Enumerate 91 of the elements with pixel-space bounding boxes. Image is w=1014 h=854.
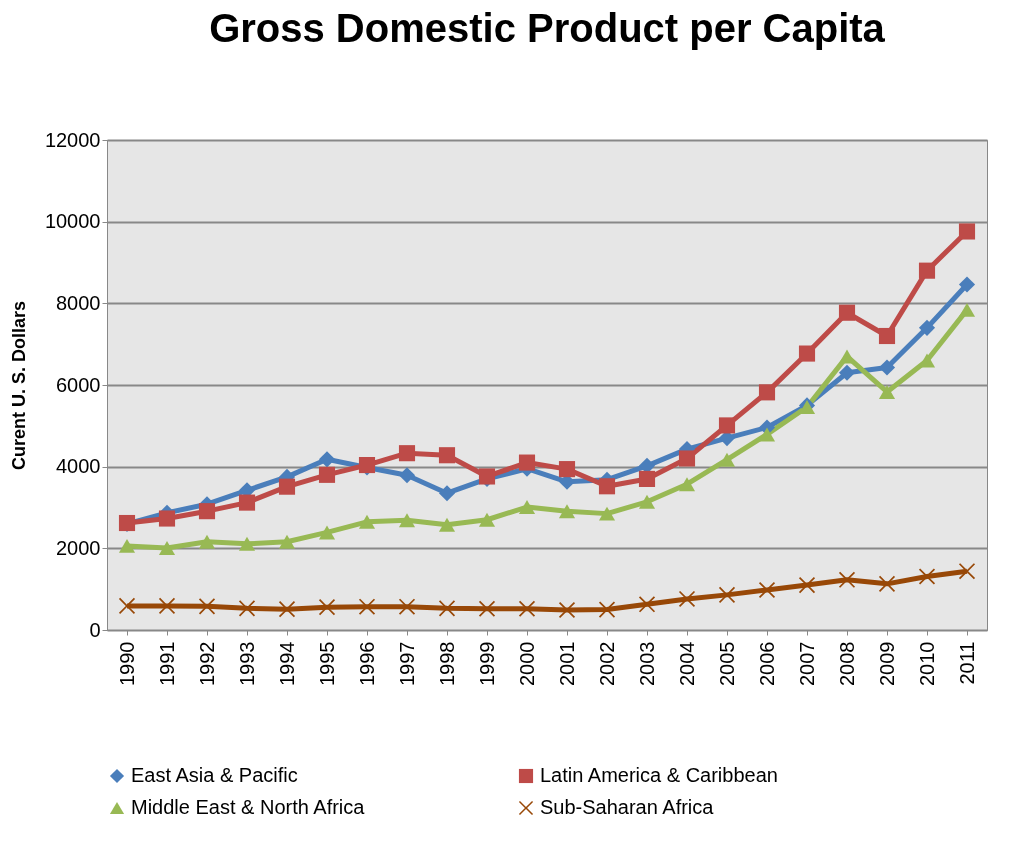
point: [758, 384, 776, 401]
legend-label: Latin America & Caribbean: [540, 764, 778, 786]
point: [798, 577, 816, 594]
point: [358, 514, 376, 529]
point: [318, 451, 336, 468]
x-tick-label: 1995: [315, 641, 338, 686]
x-tick-label: 2001: [555, 641, 578, 686]
point: [278, 534, 296, 549]
y-tick-label: 8000: [56, 291, 101, 314]
point: [118, 538, 136, 553]
point: [158, 510, 176, 527]
point: [718, 452, 736, 467]
point: [798, 345, 816, 362]
x-tick-label: 2008: [835, 641, 858, 686]
x-tick-label: 2003: [635, 641, 658, 686]
y-tick-label: 12000: [44, 128, 101, 151]
point: [678, 477, 696, 492]
point: [718, 586, 736, 603]
legend-label: East Asia & Pacific: [131, 764, 298, 786]
point: [718, 417, 736, 434]
x-tick-label: 1991: [155, 641, 178, 686]
point: [278, 478, 296, 495]
x-tick-label: 2006: [755, 641, 778, 686]
x-tick-label: 2005: [715, 641, 738, 686]
point: [438, 517, 456, 532]
x-tick-label: 1992: [195, 641, 218, 686]
point: [238, 536, 256, 551]
chart-title: Gross Domestic Product per Capita: [209, 6, 886, 50]
x-tick-label: 2000: [515, 641, 538, 686]
y-tick-label: 6000: [56, 373, 101, 396]
point: [318, 525, 336, 540]
point: [598, 506, 616, 521]
point: [398, 467, 416, 484]
x-tick-label: 1999: [475, 641, 498, 686]
point: [518, 454, 536, 471]
x-tick-label: 2004: [675, 641, 698, 686]
y-tick-label: 2000: [56, 536, 101, 559]
point: [958, 223, 976, 240]
point: [878, 384, 896, 399]
point: [558, 504, 576, 519]
point: [598, 478, 616, 495]
y-tick-label: 4000: [56, 455, 101, 478]
y-tick-label: 10000: [44, 210, 101, 233]
x-tick-label: 1996: [355, 641, 378, 686]
point: [638, 470, 656, 487]
point: [758, 427, 776, 442]
point: [958, 276, 976, 293]
point: [878, 575, 896, 592]
x-tick-label: 2009: [875, 641, 898, 686]
x-tick-label: 1993: [235, 641, 258, 686]
point: [678, 590, 696, 608]
point: [558, 461, 576, 478]
point: [398, 445, 416, 462]
y-tick-label: 0: [89, 618, 101, 641]
point: [758, 581, 776, 599]
point: [198, 534, 216, 549]
point: [958, 302, 976, 317]
point: [278, 601, 296, 618]
point: [398, 513, 416, 528]
x-tick-label: 2010: [915, 641, 938, 686]
point: [918, 319, 936, 336]
x-tick-label: 2002: [595, 641, 618, 686]
point: [838, 304, 856, 321]
point: [518, 500, 536, 515]
point: [318, 599, 336, 616]
point: [438, 485, 456, 502]
x-tick-label: 1990: [115, 641, 138, 686]
legend-label: Middle East & North Africa: [131, 796, 366, 818]
point: [638, 494, 656, 509]
point: [158, 540, 176, 555]
point: [438, 447, 456, 464]
point: [118, 597, 136, 614]
point: [478, 512, 496, 527]
x-tick-label: 2007: [795, 641, 818, 686]
point: [878, 327, 896, 345]
point: [318, 466, 336, 483]
point: [158, 597, 176, 614]
y-axis-title: Curent U. S. Dollars: [8, 300, 29, 471]
legend-label: Sub-Saharan Africa: [540, 796, 715, 818]
x-tick-label: 1998: [435, 641, 458, 686]
point: [838, 364, 856, 381]
x-tick-label: 1997: [395, 641, 418, 686]
point: [878, 359, 896, 376]
x-tick-label: 2011: [955, 641, 978, 685]
point: [558, 601, 576, 619]
point: [918, 262, 936, 279]
x-tick-label: 1994: [275, 641, 298, 686]
point: [678, 450, 696, 467]
point: [198, 503, 216, 520]
point: [958, 563, 976, 580]
point: [238, 494, 256, 511]
